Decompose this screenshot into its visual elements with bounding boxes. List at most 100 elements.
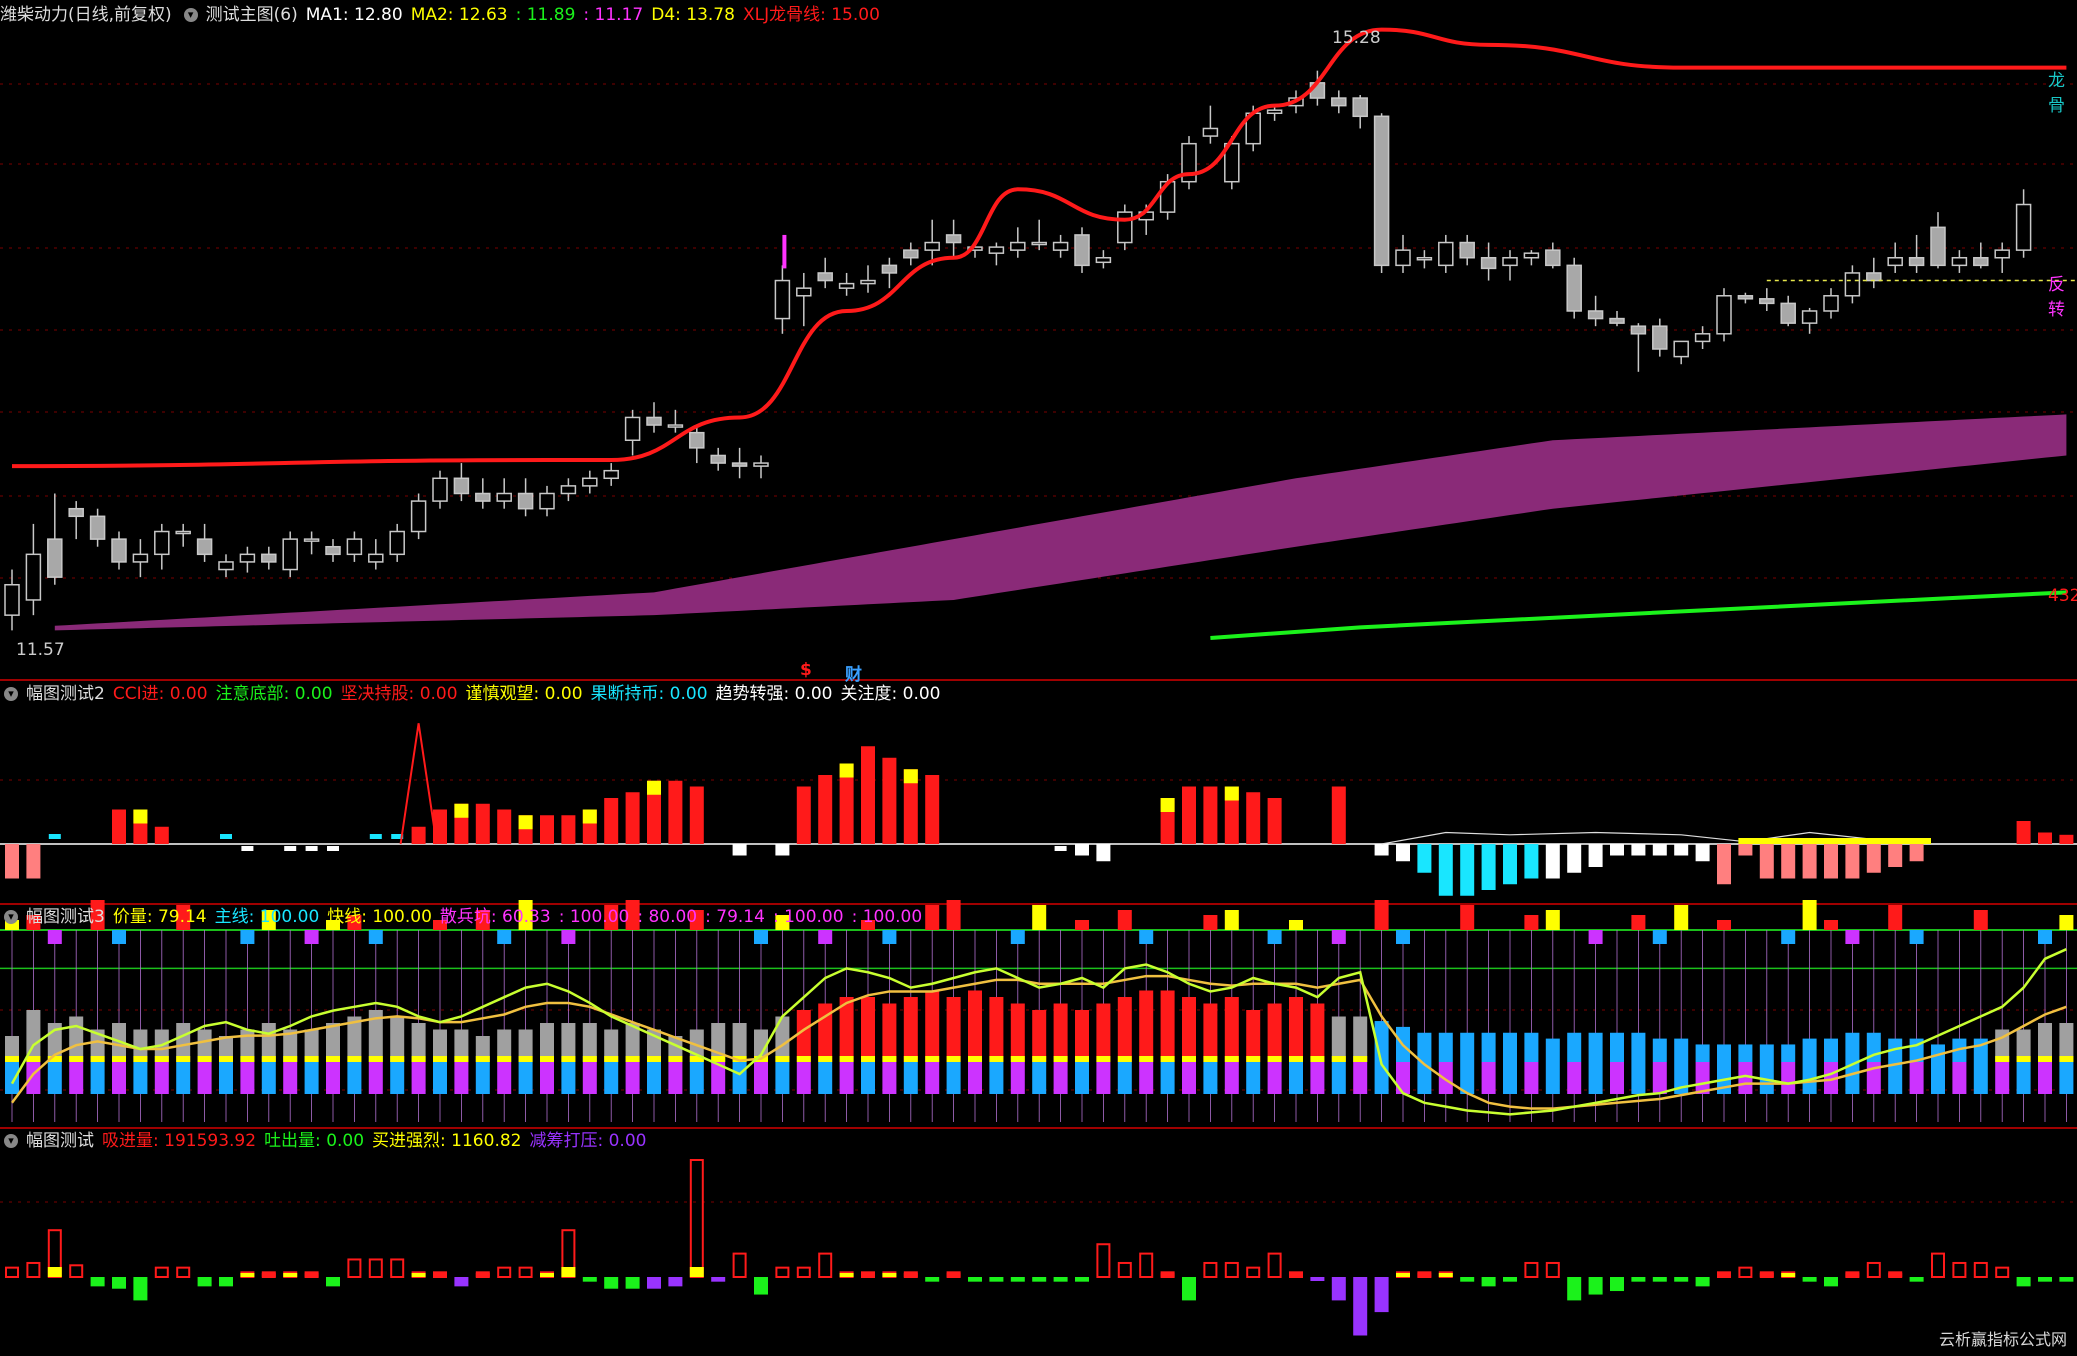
event-marker-finance[interactable]: 财 — [845, 665, 862, 685]
panel4-bar — [1909, 1277, 1924, 1282]
panel3-bar-low — [732, 1062, 747, 1094]
panel3-bar-low — [1331, 1062, 1346, 1094]
dragon-line — [11, 27, 2067, 469]
panel4-bar — [1075, 1277, 1089, 1282]
panel4-dash — [1289, 1273, 1303, 1277]
panel2-bar — [1588, 844, 1603, 867]
panel3-bar-up — [1160, 990, 1175, 1062]
candle-body — [1095, 256, 1112, 264]
panel4-bar — [1267, 1252, 1282, 1278]
candle — [1823, 288, 1839, 319]
panel4-bar — [1695, 1277, 1710, 1287]
panel3-fast-line — [10, 948, 2067, 1116]
panel3-bar-cap — [561, 1056, 576, 1062]
chevron-down-icon[interactable]: ▾ — [4, 910, 18, 924]
chevron-down-icon[interactable]: ▾ — [4, 1134, 18, 1148]
panel3-bar-up — [326, 1023, 340, 1062]
panel3-legend: ▾ 幅图测试3 价量: 79.14 主线: 100.00 快线: 100.00 散兵坑: … — [0, 904, 938, 930]
panel4-bar — [1032, 1277, 1047, 1282]
panel2-bar — [1267, 798, 1282, 844]
panel3-bar-low — [647, 1062, 661, 1094]
panel3-bar-up — [1203, 1003, 1218, 1062]
panel3-bar-cap — [689, 1056, 704, 1062]
panel3-bar-low — [347, 1062, 362, 1094]
panel3-top-bar — [2038, 930, 2052, 944]
main-item-5: XLJ龙骨线: 15.00 — [742, 5, 880, 25]
candle-body — [89, 515, 106, 540]
chevron-down-icon[interactable]: ▾ — [183, 8, 198, 22]
panel3-bar-low — [989, 1062, 1004, 1094]
candle-body — [453, 477, 470, 495]
panel3-bar-low — [1374, 1062, 1389, 1094]
candle — [774, 265, 791, 334]
panel3-bar-up — [454, 1029, 469, 1062]
candle-body — [1052, 241, 1069, 251]
candle-body — [924, 241, 940, 251]
panel3-bar-cap — [540, 1056, 554, 1062]
candle — [1844, 265, 1861, 304]
candle — [1587, 295, 1604, 327]
panel3-bar-cap — [1139, 1056, 1154, 1062]
panel3-bar-cap — [26, 1056, 41, 1062]
candle-body — [25, 553, 42, 601]
panel3-bar-cap — [1995, 1056, 2010, 1062]
panel3-top-bar — [240, 930, 255, 944]
panel4-dash — [1160, 1273, 1175, 1277]
candle — [860, 265, 876, 293]
panel3-bar-low — [625, 1062, 640, 1094]
panel3-bar-cap — [304, 1056, 319, 1062]
panel3-bar-cap — [1096, 1056, 1111, 1062]
panel3-bar-up — [1717, 1044, 1731, 1062]
panel3-bar-cap — [454, 1056, 469, 1062]
candle-body — [1074, 234, 1090, 267]
panel2-bar — [1759, 844, 1774, 879]
panel3-top-bar — [1631, 915, 1646, 930]
panel3-bar-low — [2016, 1062, 2031, 1094]
panel3-top-bar — [1117, 910, 1132, 930]
panel3-bar-low — [112, 1062, 126, 1094]
panel4-bar — [5, 1266, 19, 1279]
panel3-bar-up — [1503, 1032, 1517, 1062]
panel2-bar — [1331, 786, 1346, 844]
panel3-top-bar — [754, 930, 768, 944]
panel4-bar — [1674, 1277, 1689, 1282]
panel2-bar — [1417, 844, 1432, 873]
panel3-bar-low — [304, 1062, 319, 1094]
panel3-bar-cap — [1032, 1056, 1047, 1062]
chevron-down-icon[interactable]: ▾ — [4, 687, 18, 701]
panel3-bar-up — [411, 1023, 426, 1062]
panel2-bar — [1695, 844, 1710, 862]
panel3-bar-cap — [1117, 1056, 1132, 1062]
candle-body — [1694, 333, 1711, 343]
panel3-bar-low — [1117, 1062, 1132, 1094]
panel3-top-bar — [112, 930, 126, 944]
panel3-values: 价量: 79.14 主线: 100.00 快线: 100.00 散兵坑: 60.33:… — [113, 907, 930, 927]
candle-body — [817, 272, 833, 282]
panel3-item-2: 快线: 100.00 — [327, 907, 432, 927]
panel3-bar-up — [1781, 1044, 1796, 1062]
panel3-bar-low — [668, 1062, 683, 1094]
main-item-2: : 11.89 — [515, 5, 576, 25]
panel3-bar-cap — [390, 1056, 405, 1062]
panel3-item-8: : 100.00 — [851, 907, 923, 927]
panel2-dash — [391, 834, 404, 839]
panel3-bar-cap — [1353, 1056, 1368, 1062]
candle-body — [582, 477, 598, 487]
panel3-bar-low — [368, 1062, 383, 1094]
panel3-bar-low — [1224, 1062, 1239, 1094]
panel3-top-bar — [1203, 915, 1218, 930]
panel3-bar-low — [1203, 1062, 1218, 1094]
panel2-bar — [1096, 844, 1111, 862]
panel3-item-1: 主线: 100.00 — [214, 907, 320, 927]
panel2-bar — [1674, 844, 1689, 856]
panel3-top-bar — [1524, 915, 1539, 930]
panel2-item-5: 趋势转强: 0.00 — [715, 684, 833, 704]
panel3-bar-up — [304, 1029, 319, 1062]
panel3-bar-up — [1567, 1032, 1582, 1062]
panel2-bar — [2038, 832, 2052, 844]
panel4-dash — [1717, 1273, 1731, 1277]
candle — [1908, 234, 1925, 273]
event-marker-s[interactable]: $ — [800, 660, 812, 680]
panel3-bar-low — [1289, 1062, 1303, 1094]
candle-body — [410, 500, 427, 533]
